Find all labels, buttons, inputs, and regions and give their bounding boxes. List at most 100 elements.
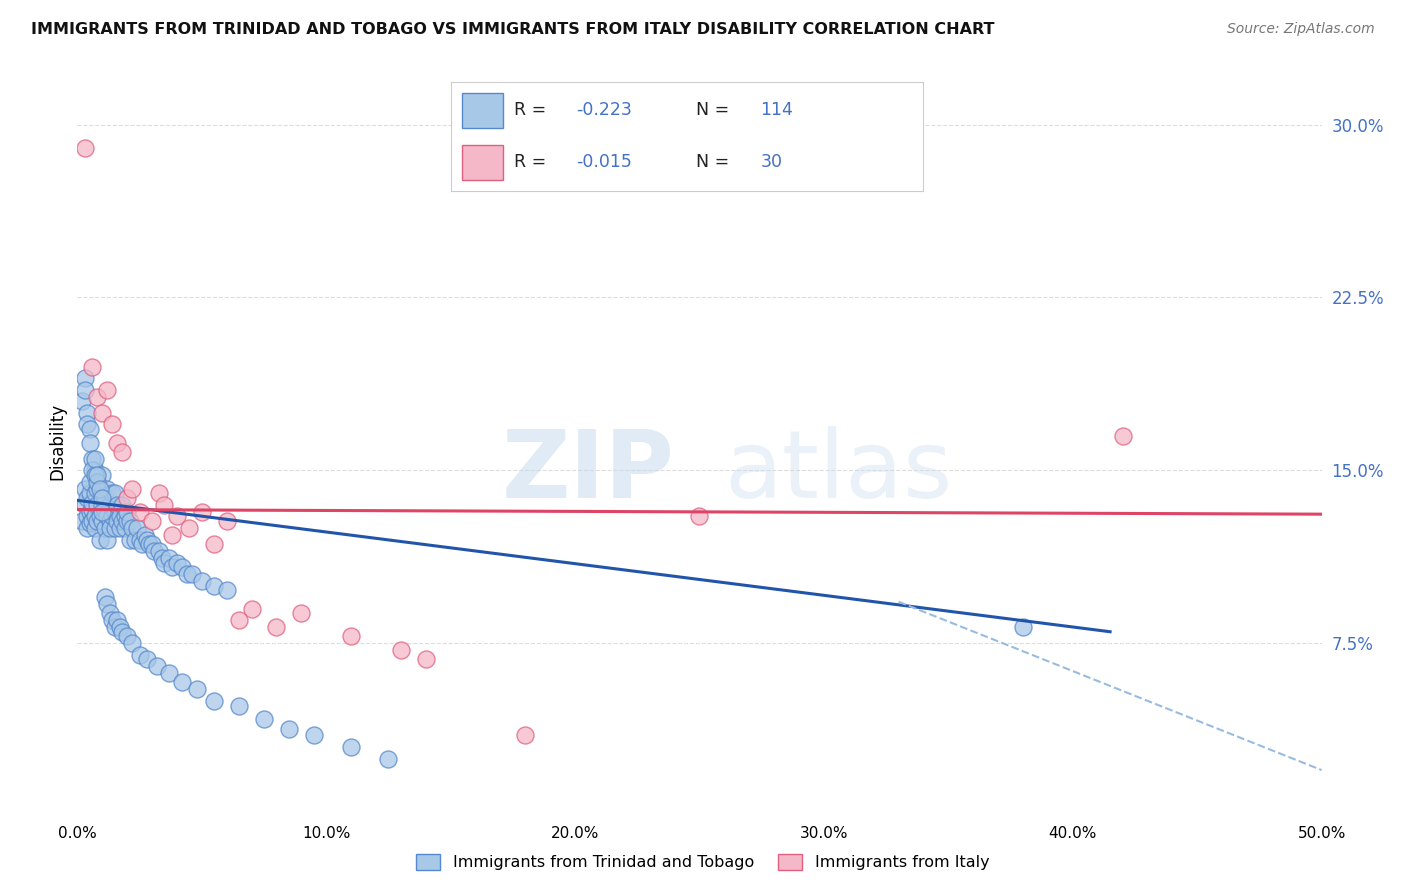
Point [105, 498, 128, 512]
Point [79, 505, 101, 519]
Point [98, 607, 121, 621]
Point [86, 475, 108, 489]
Point [79, 422, 101, 436]
Point [108, 521, 131, 535]
Point [125, 521, 148, 535]
Text: atlas: atlas [724, 425, 953, 517]
Point [98, 521, 121, 535]
Point [148, 486, 170, 500]
Point [82, 463, 104, 477]
Point [290, 607, 312, 621]
Point [115, 514, 138, 528]
Point [93, 590, 115, 604]
Point [148, 544, 170, 558]
Point [153, 556, 176, 570]
Point [114, 521, 136, 535]
Text: IMMIGRANTS FROM TRINIDAD AND TOBAGO VS IMMIGRANTS FROM ITALY DISABILITY CORRELAT: IMMIGRANTS FROM TRINIDAD AND TOBAGO VS I… [31, 22, 994, 37]
Point [86, 514, 108, 528]
Point [415, 652, 437, 666]
Point [170, 560, 193, 574]
Point [138, 537, 160, 551]
Text: ZIP: ZIP [502, 425, 675, 517]
Point [111, 498, 134, 512]
Point [82, 451, 104, 466]
Point [83, 521, 105, 535]
Point [118, 514, 141, 528]
Point [91, 505, 114, 519]
Point [134, 528, 156, 542]
Point [89, 533, 111, 547]
Point [141, 514, 163, 528]
Point [121, 482, 143, 496]
Point [111, 514, 134, 528]
Point [76, 521, 98, 535]
Point [104, 505, 127, 519]
Point [150, 551, 173, 566]
Point [93, 491, 115, 505]
Point [89, 482, 111, 496]
Point [266, 620, 288, 634]
Point [104, 486, 127, 500]
Point [240, 601, 263, 615]
Point [101, 613, 124, 627]
Point [141, 537, 163, 551]
Point [115, 505, 138, 519]
Point [115, 491, 138, 505]
Point [86, 482, 108, 496]
Point [96, 597, 118, 611]
Point [91, 491, 114, 505]
Point [79, 486, 101, 500]
Point [202, 579, 225, 593]
Point [115, 629, 138, 643]
Point [108, 620, 131, 634]
Point [91, 406, 114, 420]
Point [180, 567, 202, 582]
Point [191, 574, 214, 588]
Point [253, 712, 276, 726]
Point [111, 624, 134, 639]
Point [153, 498, 176, 512]
Point [91, 467, 114, 482]
Point [302, 729, 325, 743]
Point [82, 495, 104, 509]
Point [91, 486, 114, 500]
Point [83, 486, 105, 500]
Point [160, 560, 183, 574]
Point [146, 659, 169, 673]
Point [96, 383, 118, 397]
Point [98, 514, 121, 528]
Point [179, 521, 201, 535]
Point [101, 417, 124, 432]
Point [76, 509, 98, 524]
Point [73, 498, 96, 512]
Point [170, 675, 193, 690]
Point [82, 502, 104, 516]
Point [86, 390, 108, 404]
Point [73, 482, 96, 496]
Point [76, 406, 98, 420]
Point [79, 435, 101, 450]
Point [124, 533, 146, 547]
Point [136, 652, 159, 666]
Point [101, 509, 124, 524]
Point [128, 533, 150, 547]
Point [186, 682, 208, 697]
Point [105, 514, 128, 528]
Point [128, 505, 150, 519]
Point [166, 556, 188, 570]
Point [73, 371, 96, 385]
Point [73, 383, 96, 397]
Legend: Immigrants from Trinidad and Tobago, Immigrants from Italy: Immigrants from Trinidad and Tobago, Imm… [411, 847, 995, 877]
Point [76, 417, 98, 432]
Point [215, 583, 238, 598]
Point [73, 140, 96, 154]
Point [98, 498, 121, 512]
Point [121, 636, 143, 650]
Point [82, 359, 104, 374]
Point [1012, 620, 1035, 634]
Point [83, 467, 105, 482]
Point [157, 666, 180, 681]
Point [93, 521, 115, 535]
Point [79, 516, 101, 531]
Point [82, 514, 104, 528]
